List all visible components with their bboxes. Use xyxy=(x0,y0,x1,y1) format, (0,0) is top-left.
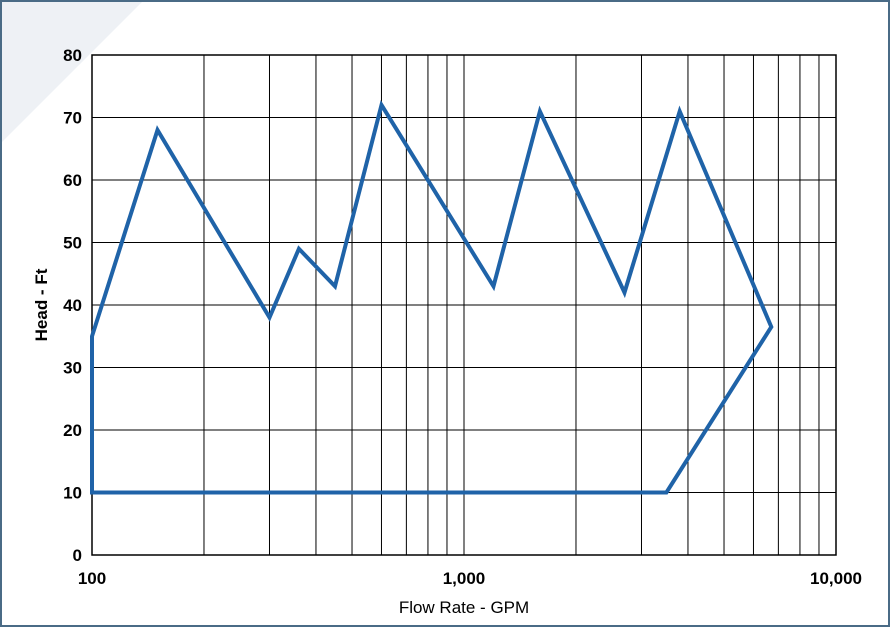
y-tick-label: 20 xyxy=(63,421,82,440)
y-tick-label: 60 xyxy=(63,171,82,190)
corner-decoration xyxy=(2,2,142,142)
series-layer xyxy=(90,99,774,495)
y-tick-label: 30 xyxy=(63,359,82,378)
grid xyxy=(91,54,837,556)
x-tick-label: 100 xyxy=(78,569,106,588)
y-tick-label: 10 xyxy=(63,484,82,503)
x-tick-label: 1,000 xyxy=(443,569,486,588)
x-tick-label: 10,000 xyxy=(810,569,862,588)
x-axis-title: Flow Rate - GPM xyxy=(399,598,529,617)
y-tick-label: 50 xyxy=(63,234,82,253)
y-tick-label: 70 xyxy=(63,109,82,128)
y-tick-label: 40 xyxy=(63,296,82,315)
y-tick-label: 80 xyxy=(63,46,82,65)
y-tick-label: 0 xyxy=(73,546,82,565)
x-tick-labels: 100 1,000 10,000 xyxy=(78,569,862,588)
plot-area-border xyxy=(91,54,837,556)
y-axis-title: Head - Ft xyxy=(32,268,51,341)
series-line xyxy=(90,99,774,495)
y-tick-labels: 0 10 20 30 40 50 60 70 80 xyxy=(63,46,82,565)
